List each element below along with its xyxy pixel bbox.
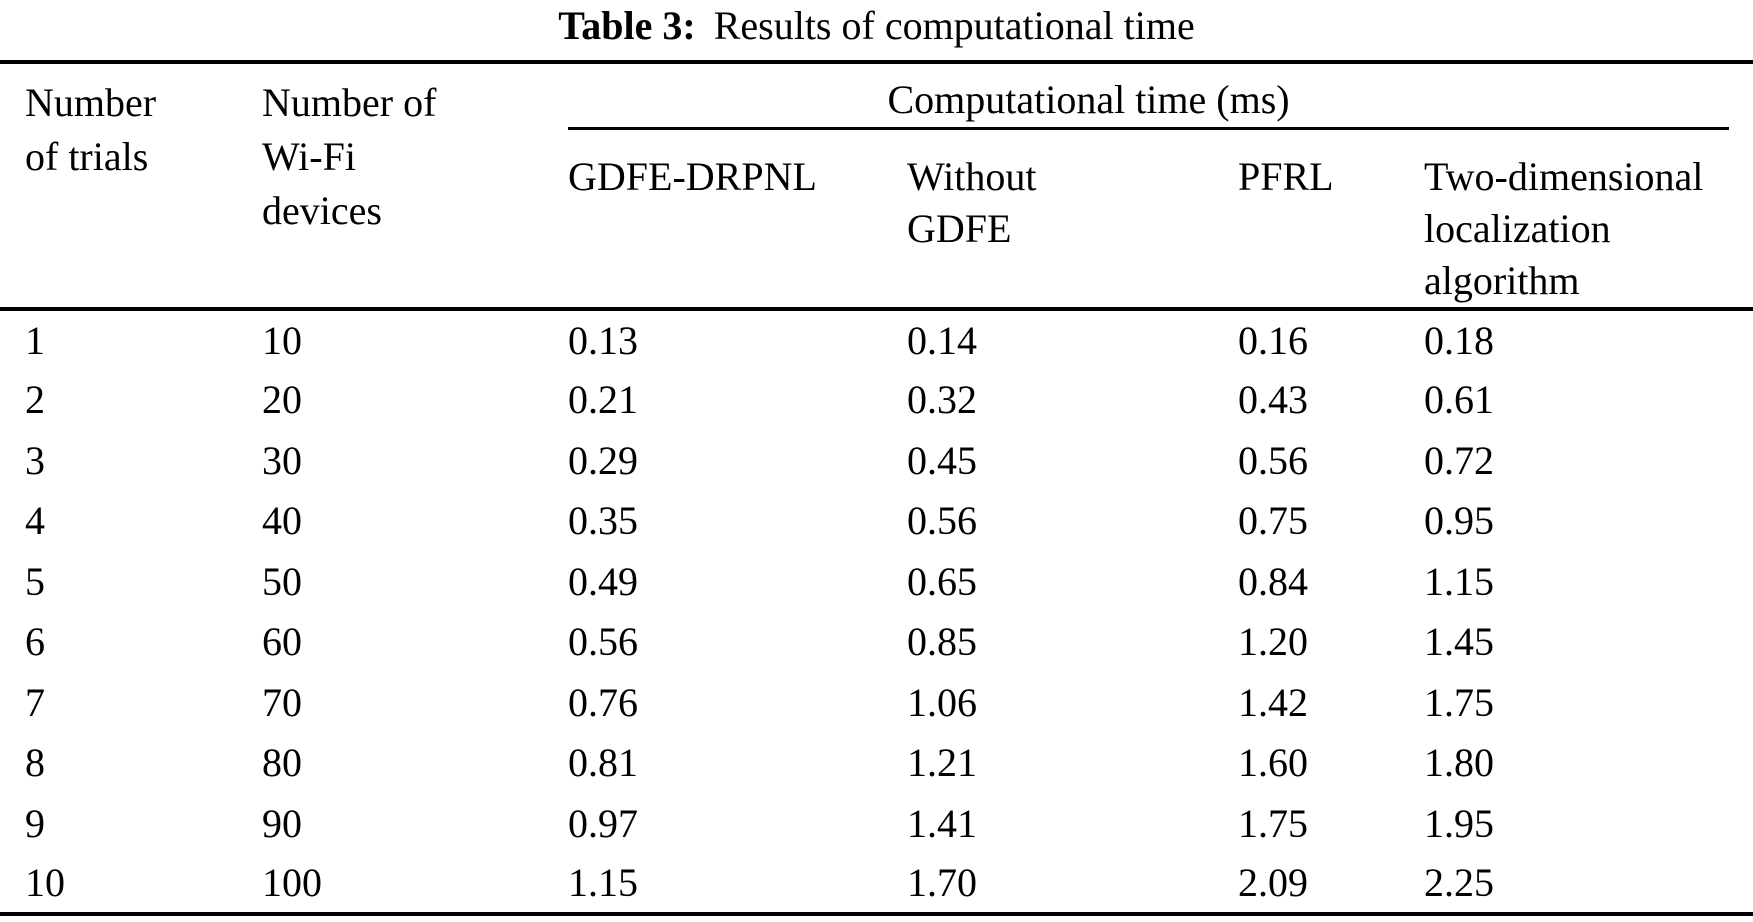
table-cell: 1.15 bbox=[1424, 558, 1494, 604]
table-cell: 0.81 bbox=[568, 740, 638, 786]
table-cell: 1.75 bbox=[1424, 679, 1494, 725]
table-caption-label: Table 3: bbox=[558, 3, 696, 48]
table-cell: 8 bbox=[25, 740, 45, 786]
table-cell: 0.32 bbox=[907, 377, 977, 423]
header-line: devices bbox=[262, 188, 382, 233]
table-row: 7 70 0.76 1.06 1.42 1.75 bbox=[0, 672, 1753, 733]
table-cell: 6 bbox=[25, 619, 45, 665]
table-row: 2 20 0.21 0.32 0.43 0.61 bbox=[0, 370, 1753, 431]
header-line: PFRL bbox=[1238, 154, 1334, 199]
table-cell: 60 bbox=[262, 619, 302, 665]
table-row: 4 40 0.35 0.56 0.75 0.95 bbox=[0, 491, 1753, 552]
table-cell: 1.60 bbox=[1238, 740, 1308, 786]
header-line: Wi-Fi bbox=[262, 134, 356, 179]
table-cell: 100 bbox=[262, 860, 322, 906]
table-cell: 50 bbox=[262, 558, 302, 604]
table-cell: 0.76 bbox=[568, 679, 638, 725]
table-cell: 80 bbox=[262, 740, 302, 786]
column-header-two-dimensional: Two-dimensional localization algorithm bbox=[1424, 131, 1753, 311]
header-line: Number of bbox=[262, 80, 437, 125]
column-header-without-gdfe: Without GDFE bbox=[907, 131, 1238, 311]
header-line: localization bbox=[1424, 206, 1611, 251]
table-cell: 0.18 bbox=[1424, 317, 1494, 363]
table-cell: 1.70 bbox=[907, 860, 977, 906]
header-line: Number bbox=[25, 80, 157, 125]
table-cell: 1.95 bbox=[1424, 800, 1494, 846]
column-header-gdfe-drpnl: GDFE-DRPNL bbox=[568, 131, 907, 311]
column-header-number-of-wifi-devices: Number of Wi-Fi devices bbox=[262, 62, 568, 311]
table-cell: 30 bbox=[262, 437, 302, 483]
table-cell: 2 bbox=[25, 377, 45, 423]
table-cell: 0.75 bbox=[1238, 498, 1308, 544]
table-cell: 0.95 bbox=[1424, 498, 1494, 544]
table-row: 8 80 0.81 1.21 1.60 1.80 bbox=[0, 733, 1753, 794]
table-cell: 0.61 bbox=[1424, 377, 1494, 423]
table-cell: 0.35 bbox=[568, 498, 638, 544]
table-cell: 20 bbox=[262, 377, 302, 423]
table-cell: 1.15 bbox=[568, 860, 638, 906]
group-header-computational-time: Computational time (ms) bbox=[568, 62, 1753, 131]
header-line: Without bbox=[907, 154, 1037, 199]
table-row: 9 90 0.97 1.41 1.75 1.95 bbox=[0, 793, 1753, 854]
header-line: Two-dimensional bbox=[1424, 154, 1704, 199]
table-cell: 2.09 bbox=[1238, 860, 1308, 906]
table-cell: 1.80 bbox=[1424, 740, 1494, 786]
table-cell: 2.25 bbox=[1424, 860, 1494, 906]
table-cell: 10 bbox=[262, 317, 302, 363]
header-line: of trials bbox=[25, 134, 149, 179]
table-cell: 1.41 bbox=[907, 800, 977, 846]
table-caption-text: Results of computational time bbox=[713, 3, 1195, 48]
table-cell: 0.16 bbox=[1238, 317, 1308, 363]
table-cell: 0.85 bbox=[907, 619, 977, 665]
table-cell: 1.45 bbox=[1424, 619, 1494, 665]
table-cell: 0.56 bbox=[568, 619, 638, 665]
header-line: GDFE-DRPNL bbox=[568, 154, 817, 199]
table-cell: 1.20 bbox=[1238, 619, 1308, 665]
table-cell: 3 bbox=[25, 437, 45, 483]
table-cell: 9 bbox=[25, 800, 45, 846]
table-cell: 1.75 bbox=[1238, 800, 1308, 846]
table-cell: 0.84 bbox=[1238, 558, 1308, 604]
table-cell: 0.72 bbox=[1424, 437, 1494, 483]
table-cell: 0.49 bbox=[568, 558, 638, 604]
table-row: 1 10 0.13 0.14 0.16 0.18 bbox=[0, 309, 1753, 370]
table-cell: 1.21 bbox=[907, 740, 977, 786]
table-cell: 40 bbox=[262, 498, 302, 544]
table-caption: Table 3: Results of computational time bbox=[0, 0, 1753, 60]
table-row: 3 30 0.29 0.45 0.56 0.72 bbox=[0, 430, 1753, 491]
table-row: 5 50 0.49 0.65 0.84 1.15 bbox=[0, 551, 1753, 612]
table-cell: 0.56 bbox=[1238, 437, 1308, 483]
header-line: algorithm bbox=[1424, 258, 1580, 303]
table-cell: 0.97 bbox=[568, 800, 638, 846]
table-cell: 1.42 bbox=[1238, 679, 1308, 725]
column-header-pfrl: PFRL bbox=[1238, 131, 1424, 311]
table-cell: 90 bbox=[262, 800, 302, 846]
table-cell: 0.13 bbox=[568, 317, 638, 363]
table-cell: 5 bbox=[25, 558, 45, 604]
table-cell: 0.29 bbox=[568, 437, 638, 483]
table-row: 10 100 1.15 1.70 2.09 2.25 bbox=[0, 854, 1753, 915]
table-cell: 70 bbox=[262, 679, 302, 725]
table-row: 6 60 0.56 0.85 1.20 1.45 bbox=[0, 612, 1753, 673]
column-header-number-of-trials: Number of trials bbox=[0, 62, 262, 311]
table-cell: 0.45 bbox=[907, 437, 977, 483]
group-header-label: Computational time (ms) bbox=[887, 77, 1290, 122]
group-header-rule: Computational time (ms) bbox=[568, 64, 1730, 130]
table-cell: 1.06 bbox=[907, 679, 977, 725]
table-cell: 4 bbox=[25, 498, 45, 544]
table-cell: 0.56 bbox=[907, 498, 977, 544]
table-cell: 10 bbox=[25, 860, 65, 906]
table-cell: 0.21 bbox=[568, 377, 638, 423]
table-cell: 1 bbox=[25, 317, 45, 363]
table-cell: 0.14 bbox=[907, 317, 977, 363]
table-cell: 0.65 bbox=[907, 558, 977, 604]
table-cell: 7 bbox=[25, 679, 45, 725]
header-line: GDFE bbox=[907, 206, 1012, 251]
table-cell: 0.43 bbox=[1238, 377, 1308, 423]
results-table: Number of trials Number of Wi-Fi devices… bbox=[0, 60, 1753, 916]
